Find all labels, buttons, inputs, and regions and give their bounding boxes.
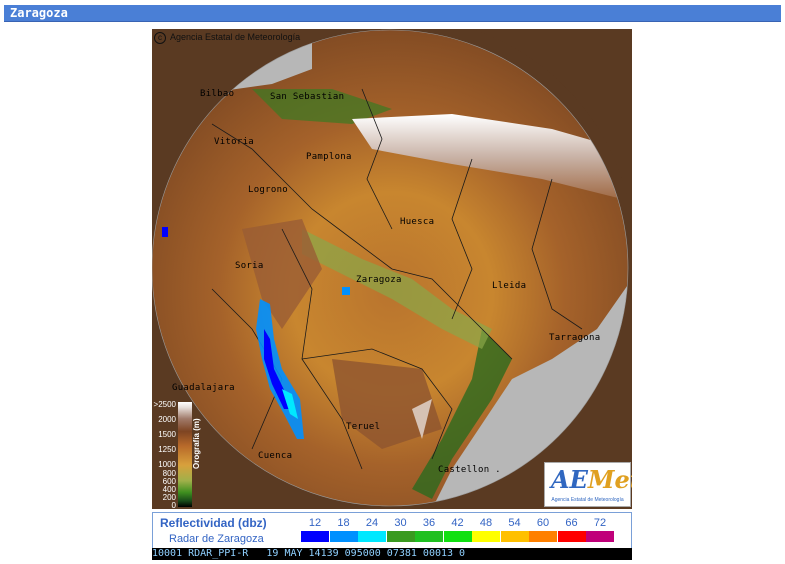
city-teruel: Teruel xyxy=(346,422,381,432)
oro-tick: 1250 xyxy=(158,445,176,454)
scale-value: 72 xyxy=(593,517,607,529)
terrain-svg xyxy=(152,29,632,509)
logo-text-b: Met xyxy=(587,465,632,494)
copyright-icon: c xyxy=(154,32,166,44)
scale-value: 24 xyxy=(365,517,379,529)
scale-swatch xyxy=(529,531,557,542)
aemet-logo: AEMet Agencia Estatal de Meteorología xyxy=(544,462,632,507)
copyright-text: Agencia Estatal de Meteorología xyxy=(170,32,301,42)
scale-value: 42 xyxy=(451,517,464,529)
status-bar: 10001 RDAR_PPI-R 19 MAY 14139 095000 073… xyxy=(152,548,632,560)
scale-value: 18 xyxy=(337,517,350,529)
title-bar: Zaragoza xyxy=(4,5,781,22)
scale-value: 66 xyxy=(565,517,578,529)
oro-tick: 200 xyxy=(162,493,176,502)
city-guadalajara: Guadalajara xyxy=(172,383,235,393)
city-huesca: Huesca xyxy=(400,217,435,227)
scale-swatch xyxy=(386,531,415,542)
oro-tick: >2500 xyxy=(153,400,176,409)
scale-swatch xyxy=(415,531,443,542)
city-vitoria: Vitoria xyxy=(214,137,255,147)
city-san-sebastian: San Sebastian xyxy=(270,92,345,102)
oro-tick: 600 xyxy=(162,477,176,486)
scale-value: 36 xyxy=(422,517,436,529)
radar-map: c Agencia Estatal de Meteorología Bilbao … xyxy=(152,29,632,509)
city-zaragoza: Zaragoza xyxy=(356,275,402,285)
city-soria: Soria xyxy=(235,261,264,271)
oro-tick: 2000 xyxy=(158,415,176,424)
radar-echoes xyxy=(162,227,350,439)
scale-value: 12 xyxy=(308,517,322,529)
logo-text-a: AE xyxy=(551,465,588,494)
city-bilbao: Bilbao xyxy=(200,89,235,99)
scale-swatch xyxy=(358,531,386,542)
oro-tick: 0 xyxy=(171,501,176,509)
city-pamplona: Pamplona xyxy=(306,152,352,162)
legend-subtitle: Radar de Zaragoza xyxy=(169,533,264,545)
scale-value: 54 xyxy=(508,517,521,529)
scale-swatch xyxy=(586,531,614,542)
scale-swatch xyxy=(557,531,586,542)
scale-swatch xyxy=(329,531,358,542)
scale-swatch xyxy=(301,531,329,542)
legend-title: Reflectividad (dbz) xyxy=(160,516,267,530)
copyright-notice: c Agencia Estatal de Meteorología xyxy=(154,32,300,44)
oro-tick: 1500 xyxy=(158,430,176,439)
logo-subtitle: Agencia Estatal de Meteorología xyxy=(551,497,624,503)
city-logrono: Logrono xyxy=(248,185,289,195)
scale-value: 30 xyxy=(394,517,407,529)
scale-value: 60 xyxy=(536,517,550,529)
oro-tick: 1000 xyxy=(158,460,176,469)
scale-swatch xyxy=(472,531,500,542)
pyrenees xyxy=(352,114,622,199)
city-castellon: Castellon . xyxy=(438,465,501,475)
city-lleida: Lleida xyxy=(492,281,527,291)
reflectivity-legend: Reflectividad (dbz) Radar de Zaragoza 12… xyxy=(152,512,632,550)
oro-tick: 400 xyxy=(162,485,176,494)
city-tarragona: Tarragona xyxy=(549,333,601,343)
oro-tick: 800 xyxy=(162,469,176,478)
scale-swatch xyxy=(443,531,472,542)
page-title: Zaragoza xyxy=(10,6,68,20)
city-cuenca: Cuenca xyxy=(258,451,293,461)
scale-value: 48 xyxy=(479,517,493,529)
orography-title: Orografía (m) xyxy=(192,418,201,469)
orography-scale xyxy=(178,402,192,507)
scale-swatch xyxy=(500,531,529,542)
